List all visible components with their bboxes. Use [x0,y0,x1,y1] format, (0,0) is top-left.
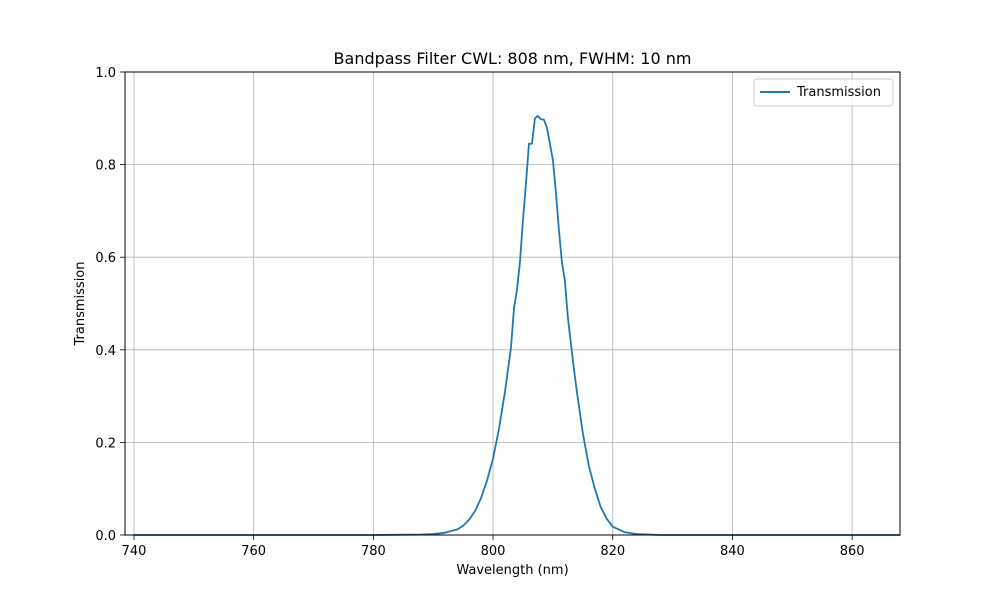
y-tick-label: 0.0 [95,529,116,544]
x-tick-label: 840 [720,544,745,559]
y-tick-label: 0.6 [95,251,116,266]
x-tick-label: 780 [361,544,386,559]
y-tick-label: 0.8 [95,159,116,174]
legend: Transmission [753,78,894,107]
x-axis: 740 760 780 800 820 840 860 [122,535,865,559]
x-axis-label: Wavelength (nm) [456,563,568,578]
y-tick-label: 1.0 [95,66,116,81]
x-tick-label: 740 [122,544,147,559]
x-tick-label: 820 [600,544,625,559]
legend-box [753,78,894,107]
y-tick-label: 0.2 [95,436,116,451]
y-tick-label: 0.4 [95,344,116,359]
x-tick-label: 760 [241,544,266,559]
series-layer [133,115,900,536]
series-line-transmission [133,115,900,536]
x-tick-label: 800 [481,544,506,559]
x-tick-label: 860 [840,544,865,559]
plot-frame [124,71,901,536]
legend-label-transmission: Transmission [796,85,881,100]
y-axis-label: Transmission [73,262,88,347]
chart-title: Bandpass Filter CWL: 808 nm, FWHM: 10 nm [334,49,692,68]
grid [125,71,900,536]
y-axis: 0.0 0.2 0.4 0.6 0.8 1.0 [95,66,125,544]
